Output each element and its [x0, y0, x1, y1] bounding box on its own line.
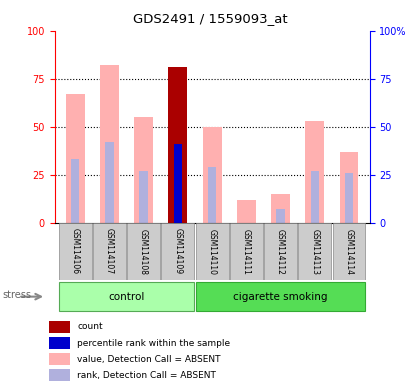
Bar [59, 223, 92, 280]
Bar [203, 127, 221, 223]
Text: GSM114107: GSM114107 [105, 228, 114, 275]
Bar [50, 369, 70, 381]
Bar [161, 223, 194, 280]
Text: GSM114114: GSM114114 [344, 228, 354, 275]
Bar [310, 171, 319, 223]
Bar [340, 152, 359, 223]
Bar [230, 223, 263, 280]
Text: GSM114106: GSM114106 [71, 228, 80, 275]
Bar [196, 282, 365, 311]
Bar [134, 117, 153, 223]
Bar [196, 223, 228, 280]
Bar [276, 209, 285, 223]
Bar [168, 67, 187, 223]
Text: GSM114110: GSM114110 [207, 228, 217, 275]
Text: GSM114108: GSM114108 [139, 228, 148, 275]
Text: GSM114112: GSM114112 [276, 228, 285, 275]
Text: GSM114113: GSM114113 [310, 228, 319, 275]
Bar [305, 121, 324, 223]
Text: GSM114111: GSM114111 [242, 228, 251, 275]
Text: rank, Detection Call = ABSENT: rank, Detection Call = ABSENT [77, 371, 216, 380]
Text: count: count [77, 323, 103, 331]
Bar [271, 194, 290, 223]
Bar [50, 321, 70, 333]
Text: percentile rank within the sample: percentile rank within the sample [77, 339, 230, 348]
Bar [105, 142, 114, 223]
Text: value, Detection Call = ABSENT: value, Detection Call = ABSENT [77, 355, 220, 364]
Text: GSM114109: GSM114109 [173, 228, 182, 275]
Bar [127, 223, 160, 280]
Bar [264, 223, 297, 280]
Bar [298, 223, 331, 280]
Bar [50, 353, 70, 365]
Bar [50, 337, 70, 349]
Text: GDS2491 / 1559093_at: GDS2491 / 1559093_at [133, 12, 287, 25]
Bar [237, 200, 256, 223]
Bar [59, 282, 194, 311]
Bar [100, 65, 119, 223]
Bar [173, 144, 182, 223]
Bar [139, 171, 148, 223]
Bar [93, 223, 126, 280]
Text: control: control [108, 291, 144, 302]
Bar [71, 159, 79, 223]
Bar [333, 223, 365, 280]
Text: stress: stress [2, 290, 31, 300]
Text: cigarette smoking: cigarette smoking [234, 291, 328, 302]
Bar [208, 167, 216, 223]
Bar [345, 173, 353, 223]
Bar [66, 94, 84, 223]
